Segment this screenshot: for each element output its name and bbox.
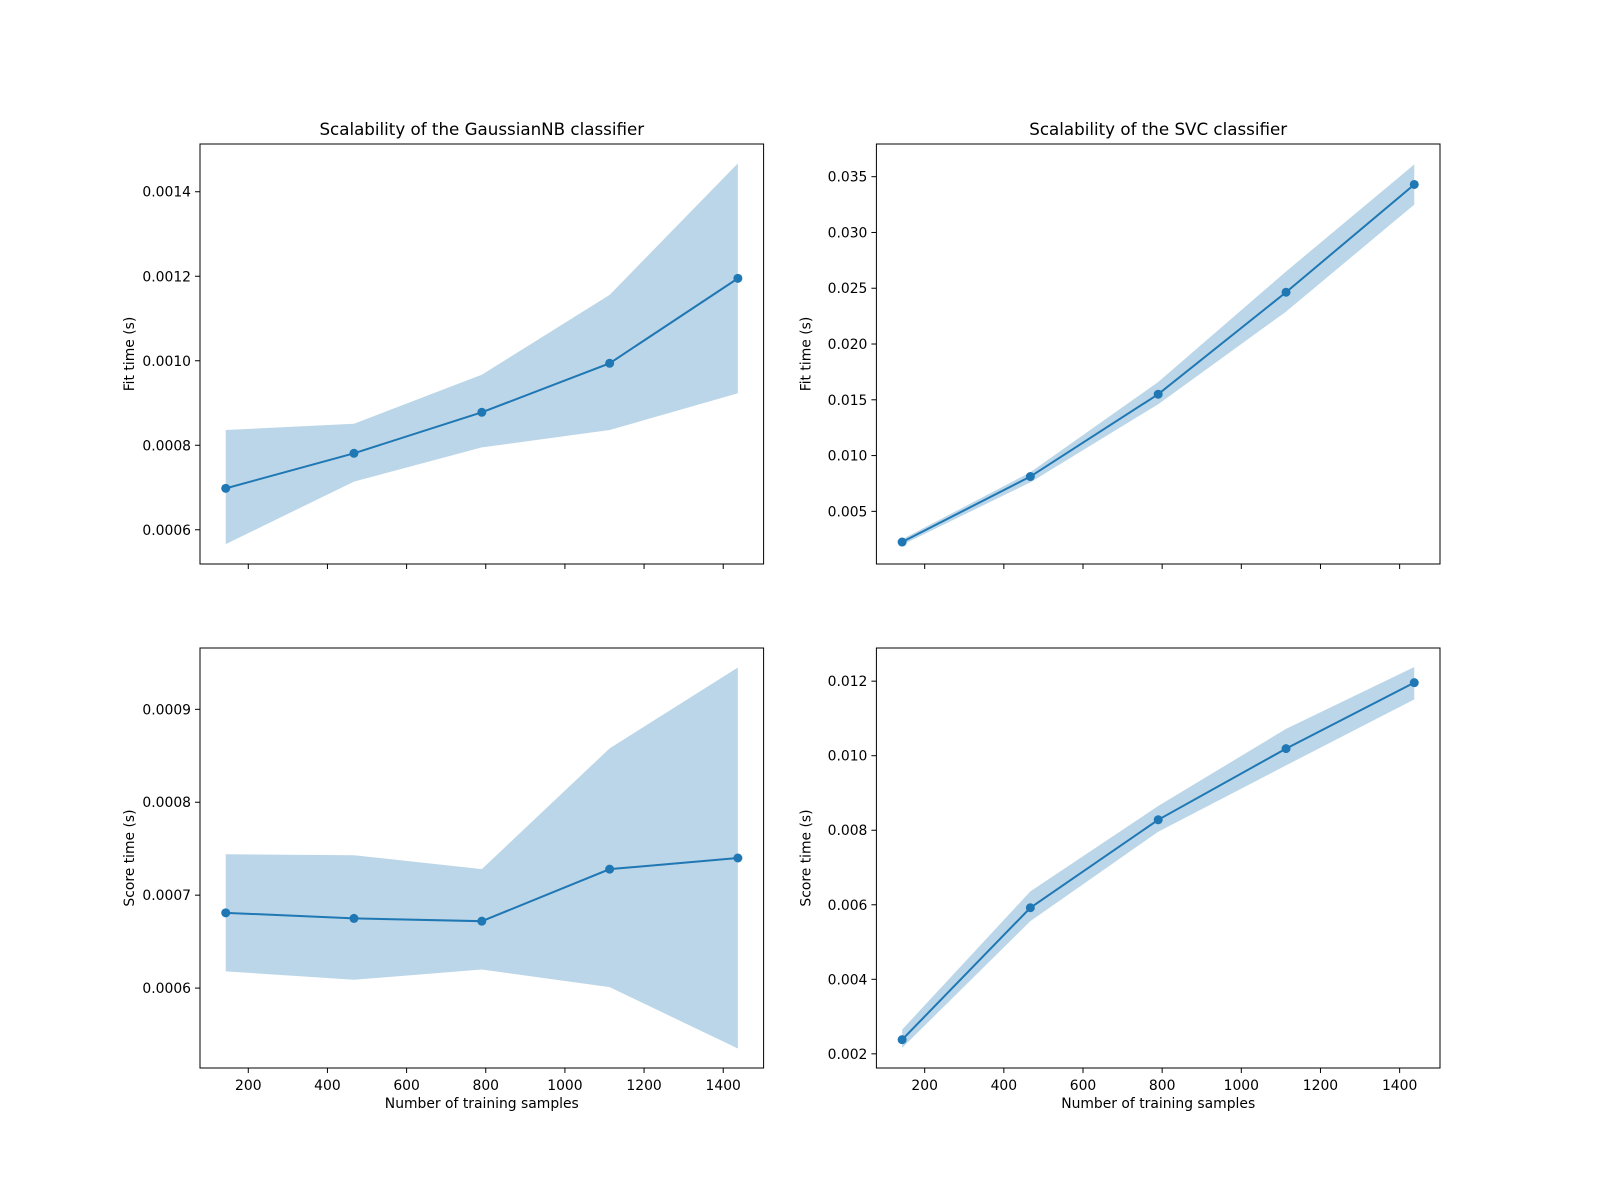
y-tick-label: 0.015	[828, 393, 868, 409]
x-axis-label: Number of training samples	[1061, 1096, 1255, 1112]
y-tick-label: 0.030	[828, 225, 868, 241]
data-point	[477, 916, 487, 926]
x-tick-label: 1000	[1224, 1078, 1259, 1094]
x-tick-label: 800	[1149, 1078, 1176, 1094]
x-tick-label: 200	[235, 1078, 262, 1094]
data-point	[1153, 389, 1163, 399]
y-tick-label: 0.005	[828, 504, 868, 520]
y-tick-label: 0.0014	[142, 185, 191, 201]
data-point	[1153, 815, 1163, 825]
y-axis-label: Score time (s)	[798, 809, 814, 906]
data-point	[221, 483, 231, 493]
x-tick-label: 400	[314, 1078, 341, 1094]
x-tick-label: 1000	[547, 1078, 582, 1094]
axes-frame	[199, 647, 765, 1069]
data-point	[605, 864, 615, 874]
x-tick-label: 1200	[1303, 1078, 1338, 1094]
y-tick-label: 0.010	[828, 449, 868, 465]
x-tick-label: 400	[991, 1078, 1018, 1094]
data-point	[605, 358, 615, 368]
y-tick-label: 0.025	[828, 281, 868, 297]
data-point	[477, 407, 487, 417]
data-point	[1025, 472, 1035, 482]
std-band	[902, 164, 1415, 545]
y-tick-label: 0.0006	[142, 523, 191, 539]
std-band	[225, 163, 738, 545]
x-tick-label: 800	[473, 1078, 500, 1094]
y-tick-label: 0.006	[828, 898, 868, 914]
data-point	[1409, 179, 1419, 189]
y-tick-label: 0.0007	[142, 888, 191, 904]
y-tick-label: 0.020	[828, 337, 868, 353]
y-tick-label: 0.008	[828, 823, 868, 839]
x-tick-label: 600	[393, 1078, 420, 1094]
std-band	[902, 667, 1415, 1048]
x-tick-label: 1200	[626, 1078, 661, 1094]
x-tick-label: 200	[911, 1078, 938, 1094]
data-point	[349, 448, 359, 458]
subplot-2: 0.005 0.010 0.015 0.020 0.025 0.030 0.035 Scala…	[798, 119, 1441, 569]
data-point	[221, 908, 231, 918]
y-tick-label: 0.0009	[142, 702, 191, 718]
data-point	[349, 913, 359, 923]
y-tick-label: 0.012	[828, 674, 868, 690]
axes-frame	[875, 143, 1441, 565]
y-tick-label: 0.0008	[142, 438, 191, 454]
x-tick-label: 1400	[1382, 1078, 1417, 1094]
subplot-1: 0.0006 0.0008 0.0010 0.0012 0.0014 Scalabilit…	[122, 119, 765, 569]
y-tick-label: 0.010	[828, 749, 868, 765]
axes-frame	[199, 143, 765, 565]
y-axis-label: Score time (s)	[122, 809, 138, 906]
data-point	[733, 853, 743, 863]
y-axis-label: Fit time (s)	[798, 317, 814, 392]
data-point	[1281, 744, 1291, 754]
data-point	[1281, 287, 1291, 297]
y-tick-label: 0.035	[828, 170, 868, 186]
y-tick-label: 0.002	[828, 1047, 868, 1063]
x-axis-label: Number of training samples	[385, 1096, 579, 1112]
data-point	[897, 537, 907, 547]
subplot-3: 200 400 600 800 1000 1200 1400 0.0006 0.0007 0.00…	[122, 647, 765, 1112]
subplot-title: Scalability of the GaussianNB classifier	[319, 119, 644, 139]
y-tick-label: 0.0006	[142, 981, 191, 997]
subplot-4: 200 400 600 800 1000 1200 1400 0.002 0.004 0.006 0…	[798, 647, 1441, 1112]
data-point	[1025, 903, 1035, 913]
x-tick-label: 600	[1070, 1078, 1097, 1094]
data-point	[733, 273, 743, 283]
data-point	[1409, 678, 1419, 688]
std-band	[225, 667, 738, 1049]
subplot-title: Scalability of the SVC classifier	[1029, 119, 1287, 139]
y-tick-label: 0.0008	[142, 795, 191, 811]
y-tick-label: 0.0010	[142, 354, 191, 370]
y-axis-label: Fit time (s)	[122, 317, 138, 392]
data-point	[897, 1035, 907, 1045]
y-tick-label: 0.004	[828, 972, 868, 988]
axes-frame	[875, 647, 1441, 1069]
x-tick-label: 1400	[706, 1078, 741, 1094]
y-tick-label: 0.0012	[142, 269, 191, 285]
